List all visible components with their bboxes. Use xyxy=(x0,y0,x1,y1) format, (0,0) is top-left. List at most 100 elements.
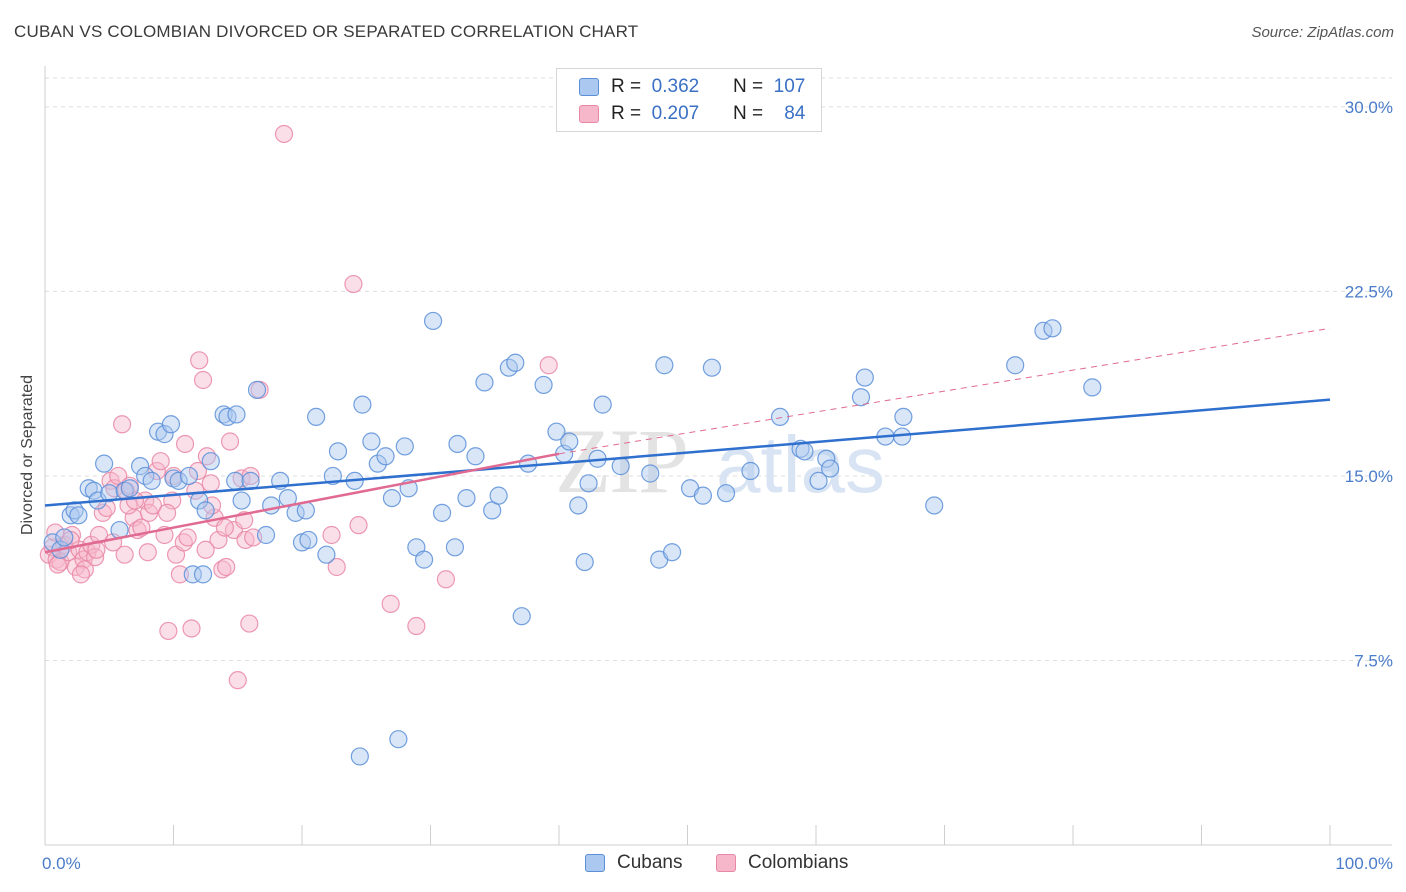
cubans-point xyxy=(120,479,139,498)
series-cubans xyxy=(43,311,1102,766)
colombians-point xyxy=(220,432,240,451)
cubans-point xyxy=(547,422,566,441)
cubans-point xyxy=(506,353,525,372)
colombians-point xyxy=(274,124,294,144)
cubans-point xyxy=(534,375,553,395)
cubans-point xyxy=(1006,356,1025,375)
cubans-point xyxy=(1083,378,1102,397)
cubans-point xyxy=(641,464,660,483)
axes xyxy=(44,66,1392,846)
x-tick-labels: 0.0% 100.0% xyxy=(42,854,1393,873)
cubans-point xyxy=(183,565,202,584)
cubans-point xyxy=(593,395,612,414)
cubans-point xyxy=(155,425,174,444)
cubans-point xyxy=(611,457,630,476)
legend-n-label: N = xyxy=(733,76,764,97)
colombians-point xyxy=(159,621,178,641)
cubans-point xyxy=(232,491,251,510)
y-tick-label: 22.5% xyxy=(1345,282,1393,301)
series-colombians xyxy=(39,124,558,690)
y-tick-label: 15.0% xyxy=(1345,467,1393,486)
cubans-point xyxy=(161,415,181,434)
series-legend-cubans: Cubans xyxy=(585,852,683,874)
cubans-point xyxy=(432,503,452,522)
cubans-point xyxy=(227,405,246,424)
cubans-point xyxy=(821,459,840,478)
colombians-point xyxy=(157,503,177,522)
cubans-point xyxy=(328,442,348,461)
cubans-trend-line xyxy=(44,398,1331,507)
cubans-point xyxy=(169,471,188,490)
cubans-point xyxy=(262,496,281,515)
colombians-point xyxy=(193,370,213,390)
chart-title: CUBAN VS COLOMBIAN DIVORCED OR SEPARATED… xyxy=(14,22,639,41)
series-legend-colombians: Colombians xyxy=(716,852,848,874)
cubans-point xyxy=(382,488,402,508)
cubans-point xyxy=(575,552,594,572)
legend-swatch-cubans xyxy=(579,78,599,96)
cubans-point xyxy=(226,471,245,490)
cubans-point xyxy=(569,496,588,515)
cubans-point xyxy=(84,481,103,500)
colombians-point xyxy=(175,434,195,454)
cubans-point xyxy=(466,447,485,466)
cubans-point xyxy=(247,380,267,399)
colombians-point xyxy=(539,356,558,375)
colombians-point xyxy=(182,619,201,638)
legend-n-value: 84 xyxy=(784,103,806,124)
cubans-point xyxy=(851,388,871,407)
cubans-point xyxy=(362,432,381,451)
cubans-point xyxy=(256,525,276,545)
colombians-point xyxy=(381,594,400,613)
cubans-point xyxy=(423,311,443,331)
cubans-point xyxy=(69,506,88,525)
series-legend-label-cubans: Cubans xyxy=(617,852,683,873)
cubans-point xyxy=(55,528,74,547)
cubans-point xyxy=(489,486,508,505)
colombians-point xyxy=(89,525,109,545)
colombians-point xyxy=(115,545,134,564)
cubans-point xyxy=(817,449,836,468)
colombians-point xyxy=(170,565,190,584)
colombians-trend-extension xyxy=(558,327,1331,455)
y-tick-label: 30.0% xyxy=(1345,98,1393,117)
colombians-point xyxy=(196,540,215,559)
colombians-point xyxy=(349,516,368,535)
cubans-point xyxy=(448,434,467,454)
series-legend-label-colombians: Colombians xyxy=(748,852,849,873)
cubans-point xyxy=(475,373,494,392)
cubans-point xyxy=(307,407,326,427)
cubans-point xyxy=(702,358,722,377)
colombians-point xyxy=(86,548,105,567)
colombians-point xyxy=(436,570,456,589)
cubans-point xyxy=(925,496,944,515)
cubans-point xyxy=(795,442,814,461)
colombians-point xyxy=(228,671,247,690)
colombians-point xyxy=(188,461,208,481)
colombians-point xyxy=(201,474,220,493)
cubans-point xyxy=(389,730,408,749)
colombians-point xyxy=(344,274,363,294)
colombians-point xyxy=(240,614,259,633)
cubans-point xyxy=(457,488,476,508)
cubans-point xyxy=(716,484,736,503)
cubans-point xyxy=(368,454,387,473)
cubans-point xyxy=(179,466,199,486)
colombians-point xyxy=(327,557,346,577)
legend-r-value: 0.362 xyxy=(651,76,700,97)
cubans-point xyxy=(560,432,579,451)
legend-r-label: R = xyxy=(611,103,642,124)
colombians-trend-line xyxy=(44,452,560,554)
series-legend-swatch-colombians xyxy=(716,854,736,872)
trend-lines xyxy=(44,327,1331,554)
y-tick-labels: 7.5% 15.0% 22.5% 30.0% xyxy=(1345,98,1393,671)
cubans-point xyxy=(770,407,790,427)
colombians-point xyxy=(147,461,166,481)
cubans-point xyxy=(130,457,150,476)
cubans-point xyxy=(445,538,465,557)
cubans-point xyxy=(353,395,372,414)
legend-row-cubans: R = 0.362 N = 107 xyxy=(579,75,805,99)
cubans-point xyxy=(201,452,220,471)
cubans-point xyxy=(376,447,395,466)
